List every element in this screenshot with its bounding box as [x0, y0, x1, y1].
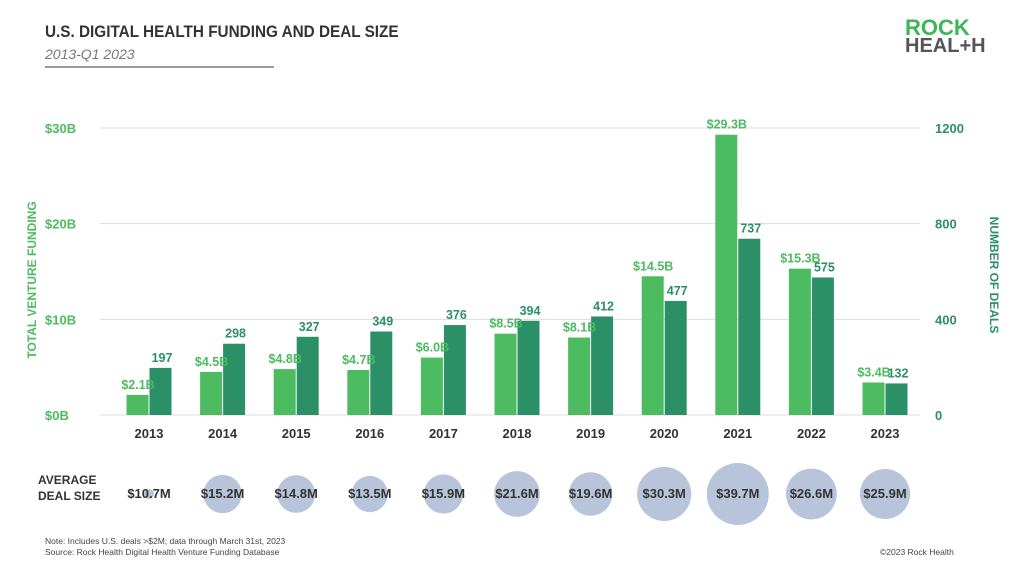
- title-divider: [45, 66, 274, 68]
- funding-data-label: $3.4B: [857, 365, 890, 379]
- deals-data-label: 376: [446, 308, 467, 322]
- deals-data-label: 737: [740, 222, 761, 236]
- funding-bar: [494, 333, 517, 415]
- deals-bar: [223, 343, 246, 415]
- average-deal-size-label: AVERAGE DEAL SIZE: [38, 473, 101, 503]
- deal-size-label: $14.8M: [275, 486, 318, 501]
- funding-data-label: $8.1B: [563, 321, 596, 335]
- chart-subtitle: 2013-Q1 2023: [45, 46, 135, 62]
- x-tick-label: 2015: [282, 426, 311, 441]
- right-tick-label: 400: [935, 312, 957, 327]
- deals-bar: [811, 277, 834, 415]
- deals-data-label: 327: [299, 320, 320, 334]
- funding-bar: [200, 371, 223, 415]
- deal-size-label: $21.6M: [495, 486, 538, 501]
- right-tick-label: 800: [935, 217, 957, 232]
- source-note: Source: Rock Health Digital Health Ventu…: [45, 547, 280, 557]
- funding-bar: [273, 369, 296, 415]
- deal-size-bubble: [786, 468, 837, 520]
- deals-data-label: 132: [888, 366, 909, 380]
- funding-data-label: $4.8B: [269, 352, 302, 366]
- deal-size-bubble: [277, 475, 316, 513]
- deal-size-bubble: [351, 475, 388, 513]
- deal-size-label: $25.9M: [863, 486, 906, 501]
- funding-bar: [788, 268, 811, 415]
- funding-bar: [641, 276, 664, 415]
- deal-size-label: $30.3M: [643, 486, 686, 501]
- funding-bar: [568, 337, 591, 415]
- deals-bar: [517, 320, 540, 415]
- x-tick-label: 2021: [723, 426, 752, 441]
- funding-bar: [715, 134, 738, 416]
- left-tick-label: $20B: [45, 217, 76, 232]
- deals-bar: [296, 336, 319, 415]
- deal-size-bubble: [494, 471, 540, 517]
- deals-data-label: 575: [814, 260, 835, 274]
- x-tick-label: 2023: [871, 426, 900, 441]
- deal-size-bubble: [637, 466, 692, 522]
- deals-data-label: 412: [593, 299, 614, 313]
- deals-data-label: 394: [520, 304, 541, 318]
- funding-data-label: $4.5B: [195, 355, 228, 369]
- x-tick-label: 2014: [208, 426, 238, 441]
- x-tick-label: 2022: [797, 426, 826, 441]
- deal-size-bubble: [203, 474, 242, 514]
- deal-size-label: $13.5M: [348, 486, 391, 501]
- deal-size-label: $15.9M: [422, 486, 465, 501]
- deals-bar: [149, 367, 172, 415]
- funding-data-label: $8.5B: [489, 317, 522, 331]
- funding-bar: [126, 394, 149, 415]
- left-axis-label: TOTAL VENTURE FUNDING: [25, 201, 39, 358]
- funding-data-label: $14.5B: [633, 259, 673, 273]
- deal-size-label: $15.2M: [201, 486, 244, 501]
- left-tick-label: $30B: [45, 121, 76, 136]
- funding-bar: [862, 382, 885, 415]
- x-tick-label: 2018: [503, 426, 532, 441]
- deal-size-bubble: [568, 472, 613, 516]
- deal-size-bubble: [706, 463, 769, 525]
- deal-size-label: $39.7M: [716, 486, 759, 501]
- deals-bar: [443, 325, 466, 415]
- left-tick-label: $10B: [45, 312, 76, 327]
- copyright: ©2023 Rock Health: [880, 547, 954, 557]
- deals-data-label: 298: [225, 327, 246, 341]
- deal-size-bubble: [859, 468, 911, 520]
- deals-bar: [885, 383, 908, 415]
- funding-data-label: $15.3B: [780, 252, 820, 266]
- deals-data-label: 197: [152, 351, 173, 365]
- deal-size-bubble: [144, 489, 154, 499]
- funding-data-label: $6.0B: [416, 341, 449, 355]
- funding-bar: [347, 370, 370, 415]
- left-tick-label: $0B: [45, 408, 69, 423]
- funding-data-label: $2.1B: [121, 378, 154, 392]
- deals-bar: [664, 300, 687, 415]
- deals-bar: [738, 238, 761, 415]
- deals-bar: [370, 331, 393, 415]
- deals-bar: [591, 316, 614, 415]
- x-tick-label: 2020: [650, 426, 679, 441]
- x-tick-label: 2017: [429, 426, 458, 441]
- deal-size-label: $26.6M: [790, 486, 833, 501]
- funding-data-label: $4.7B: [342, 353, 375, 367]
- deals-data-label: 477: [667, 284, 688, 298]
- deals-data-label: 349: [372, 315, 393, 329]
- chart-title: U.S. DIGITAL HEALTH FUNDING AND DEAL SIZ…: [45, 22, 399, 41]
- funding-bar: [420, 357, 443, 415]
- footnote: Note: Includes U.S. deals >$2M; data thr…: [45, 536, 286, 546]
- x-tick-label: 2013: [135, 426, 164, 441]
- funding-data-label: $29.3B: [707, 118, 747, 132]
- right-tick-label: 1200: [935, 121, 964, 136]
- x-tick-label: 2016: [355, 426, 384, 441]
- deal-size-bubble: [423, 474, 464, 514]
- right-tick-label: 0: [935, 408, 942, 423]
- right-axis-label: NUMBER OF DEALS: [987, 217, 1001, 334]
- deal-size-label: $10.7M: [127, 486, 170, 501]
- deal-size-label: $19.6M: [569, 486, 612, 501]
- x-tick-label: 2019: [576, 426, 605, 441]
- rock-health-logo: ROCK HEAL+H: [905, 15, 986, 57]
